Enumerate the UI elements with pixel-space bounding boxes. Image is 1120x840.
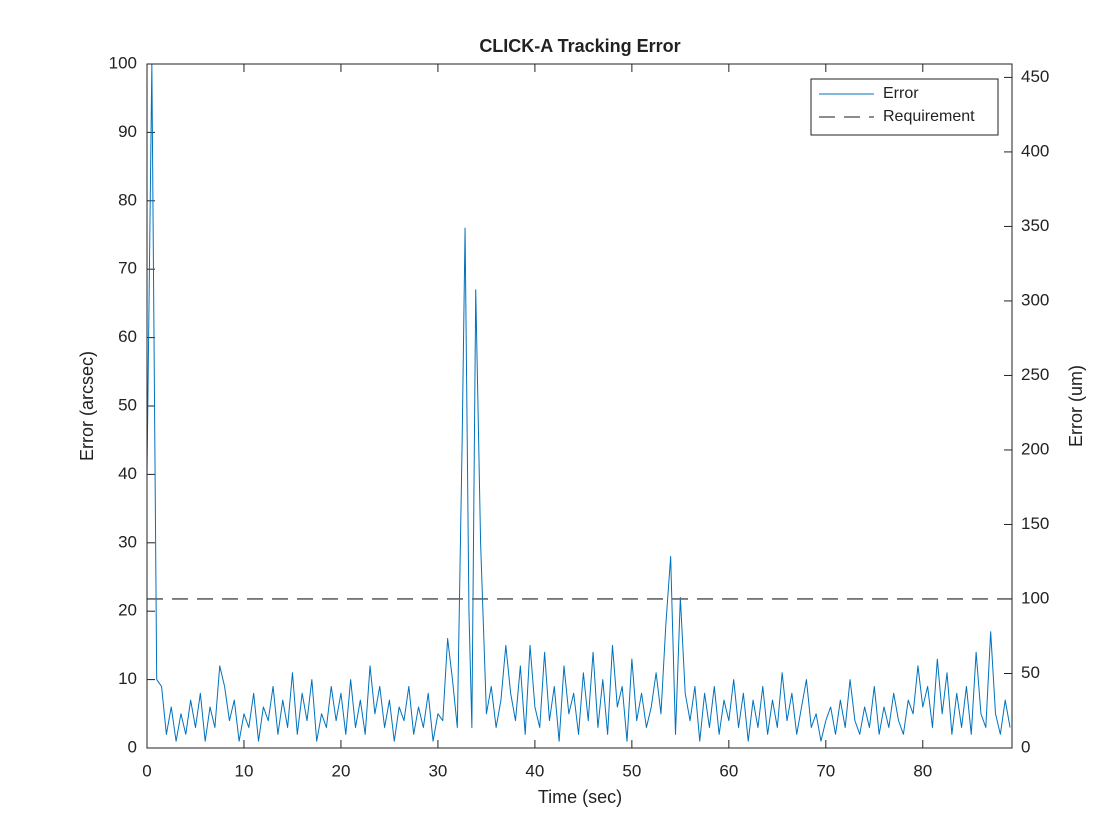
y2-tick-label: 450	[1021, 67, 1049, 86]
legend-box	[810, 78, 999, 136]
y-tick-label: 40	[118, 464, 137, 483]
x-tick-label: 50	[622, 761, 641, 780]
y-tick-label: 80	[118, 190, 137, 209]
y-tick-label: 50	[118, 395, 137, 414]
y2-axis-label: Error (um)	[1066, 365, 1086, 447]
x-tick-label: 10	[235, 761, 254, 780]
legend-label: Error	[883, 85, 919, 102]
y2-tick-label: 50	[1021, 663, 1040, 682]
y-tick-label: 10	[118, 669, 137, 688]
y-tick-label: 20	[118, 601, 137, 620]
y-tick-label: 90	[118, 122, 137, 141]
legend-label: Requirement	[883, 108, 975, 125]
y-tick-label: 30	[118, 532, 137, 551]
y-tick-label: 70	[118, 259, 137, 278]
series-line	[146, 63, 1011, 742]
x-tick-label: 80	[913, 761, 932, 780]
chart-title: CLICK-A Tracking Error	[479, 36, 680, 56]
y2-tick-label: 100	[1021, 588, 1049, 607]
x-axis-label: Time (sec)	[538, 787, 622, 807]
y2-tick-label: 400	[1021, 141, 1049, 160]
y2-tick-label: 350	[1021, 216, 1049, 235]
x-tick-label: 60	[719, 761, 738, 780]
y2-tick-label: 0	[1021, 737, 1030, 756]
x-tick-label: 70	[816, 761, 835, 780]
y-tick-label: 100	[109, 53, 137, 72]
x-tick-label: 20	[331, 761, 350, 780]
y-tick-label: 0	[128, 737, 137, 756]
y2-tick-label: 150	[1021, 514, 1049, 533]
plot-frame	[146, 63, 1013, 749]
x-tick-label: 30	[428, 761, 447, 780]
y-axis-label: Error (arcsec)	[77, 351, 97, 461]
y-tick-label: 60	[118, 327, 137, 346]
y2-tick-label: 250	[1021, 365, 1049, 384]
y2-tick-label: 200	[1021, 439, 1049, 458]
x-tick-label: 0	[142, 761, 151, 780]
y2-tick-label: 300	[1021, 290, 1049, 309]
x-tick-label: 40	[525, 761, 544, 780]
